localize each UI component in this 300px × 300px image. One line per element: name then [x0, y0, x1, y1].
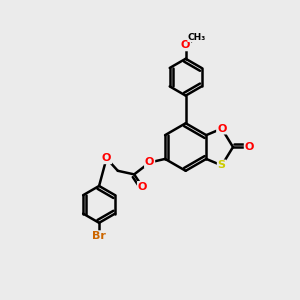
Text: O: O: [181, 40, 190, 50]
Text: CH₃: CH₃: [188, 33, 206, 42]
Text: O: O: [217, 124, 226, 134]
Text: S: S: [218, 160, 226, 170]
Text: O: O: [138, 182, 147, 192]
Text: O: O: [145, 158, 154, 167]
Text: O: O: [102, 153, 111, 163]
Text: O: O: [245, 142, 254, 152]
Text: Br: Br: [92, 231, 106, 241]
